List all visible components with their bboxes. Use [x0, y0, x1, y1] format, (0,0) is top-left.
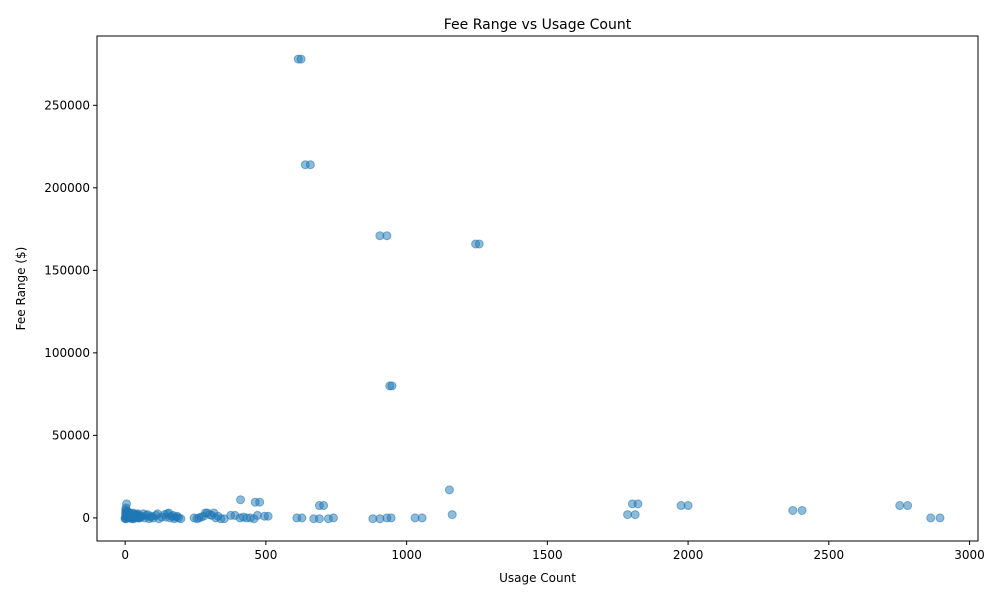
data-point: [382, 231, 392, 241]
y-tick-label: 200000: [44, 181, 90, 195]
data-point: [797, 505, 807, 515]
data-point: [387, 381, 397, 391]
data-point: [236, 495, 246, 505]
x-tick-label: 2500: [814, 548, 845, 562]
y-tick-label: 150000: [44, 263, 90, 277]
x-axis-label: Usage Count: [499, 571, 576, 585]
y-axis-label: Fee Range ($): [14, 247, 28, 331]
data-point: [297, 513, 307, 523]
data-point: [474, 239, 484, 249]
x-axis-ticks: 0 500 1000 1500 2000 2500 3000: [121, 541, 985, 562]
data-point: [447, 510, 457, 520]
x-tick-label: 3000: [954, 548, 985, 562]
data-point: [633, 499, 643, 509]
data-point: [133, 513, 143, 523]
y-tick-label: 100000: [44, 346, 90, 360]
data-point: [903, 501, 913, 511]
data-point: [157, 512, 167, 522]
data-point: [683, 501, 693, 511]
data-point: [895, 501, 905, 511]
data-point: [255, 497, 265, 507]
data-point: [319, 501, 329, 511]
x-tick-label: 2000: [673, 548, 704, 562]
data-point: [630, 510, 640, 520]
data-point: [788, 505, 798, 515]
data-point: [935, 513, 945, 523]
data-point: [263, 511, 273, 521]
x-tick-label: 1500: [532, 548, 563, 562]
y-tick-label: 250000: [44, 98, 90, 112]
data-points: [120, 54, 945, 524]
data-point: [386, 513, 396, 523]
data-point: [314, 514, 324, 524]
data-point: [328, 513, 338, 523]
data-point: [296, 54, 306, 64]
data-point: [176, 514, 186, 524]
x-tick-label: 0: [121, 548, 129, 562]
data-point: [417, 513, 427, 523]
y-tick-label: 50000: [52, 428, 90, 442]
x-tick-label: 1000: [391, 548, 422, 562]
data-point: [305, 160, 315, 170]
data-point: [444, 485, 454, 495]
data-point: [623, 510, 633, 520]
plot-frame: [96, 35, 979, 542]
data-point: [219, 514, 229, 524]
data-point: [926, 513, 936, 523]
x-tick-label: 500: [254, 548, 277, 562]
y-axis-ticks: 0 50000 100000 150000 200000 250000: [44, 98, 97, 525]
y-tick-label: 0: [82, 511, 90, 525]
chart-title: Fee Range vs Usage Count: [444, 17, 632, 33]
